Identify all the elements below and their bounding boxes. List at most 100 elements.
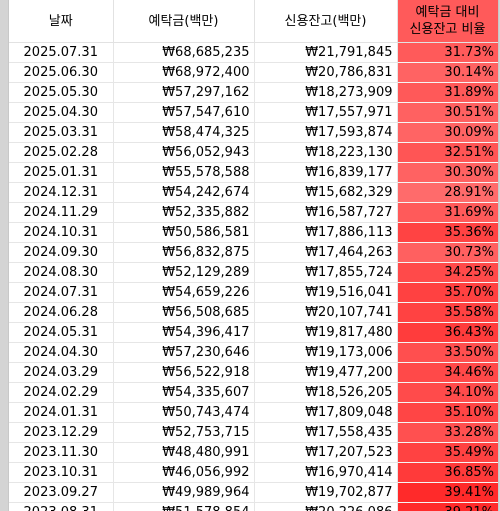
cell-date[interactable]: 2023.10.31 xyxy=(9,462,114,483)
cell-date[interactable]: 2024.01.31 xyxy=(9,402,114,423)
cell-ratio[interactable]: 30.51% xyxy=(397,102,498,123)
cell-date[interactable]: 2025.07.31 xyxy=(9,42,114,63)
cell-ratio[interactable]: 35.36% xyxy=(397,222,498,243)
header-deposits[interactable]: 예탁금(백만) xyxy=(113,0,255,43)
cell-deposits[interactable]: ₩54,396,417 xyxy=(113,322,255,343)
cell-deposits[interactable]: ₩58,474,325 xyxy=(113,122,255,143)
cell-deposits[interactable]: ₩54,335,607 xyxy=(113,382,255,403)
cell-credit[interactable]: ₩15,682,329 xyxy=(254,182,398,203)
cell-ratio[interactable]: 28.91% xyxy=(397,182,498,203)
cell-ratio[interactable]: 31.69% xyxy=(397,202,498,223)
cell-date[interactable]: 2025.02.28 xyxy=(9,142,114,163)
cell-date[interactable]: 2025.01.31 xyxy=(9,162,114,183)
cell-deposits[interactable]: ₩46,056,992 xyxy=(113,462,255,483)
cell-date[interactable]: 2024.03.29 xyxy=(9,362,114,383)
cell-deposits[interactable]: ₩50,743,474 xyxy=(113,402,255,423)
cell-credit[interactable]: ₩16,839,177 xyxy=(254,162,398,183)
cell-credit[interactable]: ₩19,702,877 xyxy=(254,482,398,503)
cell-deposits[interactable]: ₩48,480,991 xyxy=(113,442,255,463)
cell-ratio[interactable]: 30.30% xyxy=(397,162,498,183)
cell-ratio[interactable]: 35.10% xyxy=(397,402,498,423)
cell-deposits[interactable]: ₩56,052,943 xyxy=(113,142,255,163)
cell-ratio[interactable]: 31.89% xyxy=(397,82,498,103)
cell-deposits[interactable]: ₩68,972,400 xyxy=(113,62,255,83)
cell-deposits[interactable]: ₩54,659,226 xyxy=(113,282,255,303)
cell-credit[interactable]: ₩20,786,831 xyxy=(254,62,398,83)
cell-credit[interactable]: ₩21,791,845 xyxy=(254,42,398,63)
cell-ratio[interactable]: 34.10% xyxy=(397,382,498,403)
cell-deposits[interactable]: ₩55,578,588 xyxy=(113,162,255,183)
cell-credit[interactable]: ₩20,107,741 xyxy=(254,302,398,323)
cell-date[interactable]: 2025.03.31 xyxy=(9,122,114,143)
cell-credit[interactable]: ₩18,223,130 xyxy=(254,142,398,163)
cell-ratio[interactable]: 34.25% xyxy=(397,262,498,283)
cell-credit[interactable]: ₩17,557,971 xyxy=(254,102,398,123)
cell-deposits[interactable]: ₩57,297,162 xyxy=(113,82,255,103)
cell-deposits[interactable]: ₩52,129,289 xyxy=(113,262,255,283)
cell-deposits[interactable]: ₩54,242,674 xyxy=(113,182,255,203)
cell-credit[interactable]: ₩17,855,724 xyxy=(254,262,398,283)
cell-credit[interactable]: ₩20,226,086 xyxy=(254,502,398,511)
cell-ratio[interactable]: 33.28% xyxy=(397,422,498,443)
cell-date[interactable]: 2023.08.31 xyxy=(9,502,114,511)
cell-ratio[interactable]: 33.50% xyxy=(397,342,498,363)
cell-deposits[interactable]: ₩57,230,646 xyxy=(113,342,255,363)
cell-date[interactable]: 2025.04.30 xyxy=(9,102,114,123)
cell-ratio[interactable]: 39.21% xyxy=(397,502,498,511)
cell-credit[interactable]: ₩16,587,727 xyxy=(254,202,398,223)
cell-ratio[interactable]: 35.49% xyxy=(397,442,498,463)
cell-ratio[interactable]: 30.09% xyxy=(397,122,498,143)
cell-deposits[interactable]: ₩50,586,581 xyxy=(113,222,255,243)
cell-credit[interactable]: ₩18,526,205 xyxy=(254,382,398,403)
header-date[interactable]: 날짜 xyxy=(9,0,114,43)
cell-credit[interactable]: ₩17,809,048 xyxy=(254,402,398,423)
cell-deposits[interactable]: ₩51,578,854 xyxy=(113,502,255,511)
cell-date[interactable]: 2024.06.28 xyxy=(9,302,114,323)
cell-deposits[interactable]: ₩56,522,918 xyxy=(113,362,255,383)
cell-deposits[interactable]: ₩56,832,875 xyxy=(113,242,255,263)
cell-date[interactable]: 2023.11.30 xyxy=(9,442,114,463)
cell-date[interactable]: 2024.08.30 xyxy=(9,262,114,283)
cell-credit[interactable]: ₩19,817,480 xyxy=(254,322,398,343)
cell-ratio[interactable]: 36.43% xyxy=(397,322,498,343)
cell-date[interactable]: 2024.11.29 xyxy=(9,202,114,223)
cell-credit[interactable]: ₩19,173,006 xyxy=(254,342,398,363)
cell-ratio[interactable]: 35.58% xyxy=(397,302,498,323)
cell-date[interactable]: 2024.10.31 xyxy=(9,222,114,243)
cell-date[interactable]: 2024.04.30 xyxy=(9,342,114,363)
cell-date[interactable]: 2023.09.27 xyxy=(9,482,114,503)
cell-credit[interactable]: ₩19,477,200 xyxy=(254,362,398,383)
cell-date[interactable]: 2024.09.30 xyxy=(9,242,114,263)
cell-credit[interactable]: ₩19,516,041 xyxy=(254,282,398,303)
cell-credit[interactable]: ₩17,593,874 xyxy=(254,122,398,143)
cell-ratio[interactable]: 30.14% xyxy=(397,62,498,83)
cell-date[interactable]: 2023.12.29 xyxy=(9,422,114,443)
cell-date[interactable]: 2024.07.31 xyxy=(9,282,114,303)
cell-deposits[interactable]: ₩49,989,964 xyxy=(113,482,255,503)
cell-ratio[interactable]: 31.73% xyxy=(397,42,498,63)
cell-deposits[interactable]: ₩57,547,610 xyxy=(113,102,255,123)
cell-ratio[interactable]: 34.46% xyxy=(397,362,498,383)
cell-date[interactable]: 2024.05.31 xyxy=(9,322,114,343)
cell-ratio[interactable]: 39.41% xyxy=(397,482,498,503)
cell-deposits[interactable]: ₩56,508,685 xyxy=(113,302,255,323)
cell-credit[interactable]: ₩17,464,263 xyxy=(254,242,398,263)
cell-credit[interactable]: ₩17,207,523 xyxy=(254,442,398,463)
cell-deposits[interactable]: ₩68,685,235 xyxy=(113,42,255,63)
cell-credit[interactable]: ₩18,273,909 xyxy=(254,82,398,103)
cell-date[interactable]: 2025.06.30 xyxy=(9,62,114,83)
header-ratio[interactable]: 예탁금 대비 신용잔고 비율 xyxy=(397,0,498,43)
cell-credit[interactable]: ₩17,558,435 xyxy=(254,422,398,443)
cell-credit[interactable]: ₩17,886,113 xyxy=(254,222,398,243)
cell-ratio[interactable]: 35.70% xyxy=(397,282,498,303)
cell-ratio[interactable]: 32.51% xyxy=(397,142,498,163)
cell-ratio[interactable]: 36.85% xyxy=(397,462,498,483)
header-credit[interactable]: 신용잔고(백만) xyxy=(254,0,398,43)
cell-date[interactable]: 2025.05.30 xyxy=(9,82,114,103)
cell-date[interactable]: 2024.02.29 xyxy=(9,382,114,403)
cell-date[interactable]: 2024.12.31 xyxy=(9,182,114,203)
cell-deposits[interactable]: ₩52,753,715 xyxy=(113,422,255,443)
cell-credit[interactable]: ₩16,970,414 xyxy=(254,462,398,483)
cell-ratio[interactable]: 30.73% xyxy=(397,242,498,263)
cell-deposits[interactable]: ₩52,335,882 xyxy=(113,202,255,223)
